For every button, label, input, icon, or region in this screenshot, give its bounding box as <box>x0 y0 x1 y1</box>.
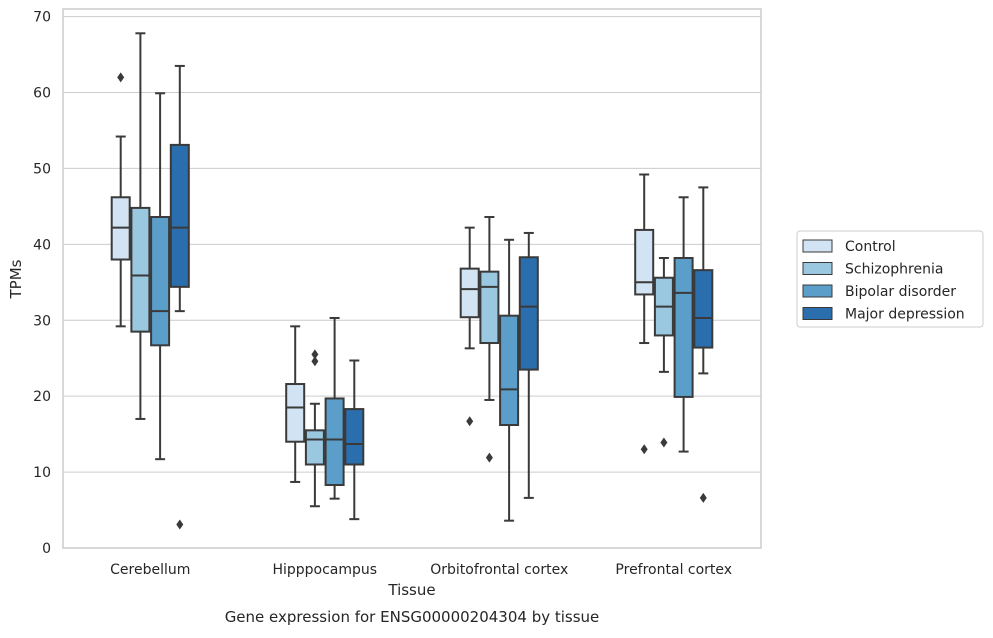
legend-label: Control <box>845 239 896 255</box>
iqr-box <box>344 408 365 466</box>
box-2-0 <box>459 226 480 427</box>
box-1-3 <box>344 359 365 521</box>
box-3-2 <box>673 196 694 453</box>
axis-labels: TPMs Tissue Gene expression for ENSG0000… <box>7 259 599 626</box>
box-plot-series <box>110 32 714 530</box>
axes: 0 10 20 30 40 50 60 70 Cerebellum Hipppocampus Orb… <box>33 8 762 578</box>
iqr-box <box>693 269 714 349</box>
x-tick-label: Cerebellum <box>110 562 190 578</box>
y-tick-label: 30 <box>33 313 51 329</box>
outlier-point <box>466 416 474 427</box>
legend-swatch <box>802 284 833 298</box>
y-tick-label: 40 <box>33 237 51 253</box>
y-tick-label: 60 <box>33 86 51 102</box>
outlier-point <box>699 492 707 503</box>
outlier-point <box>311 349 319 360</box>
legend-label: Bipolar disorder <box>845 284 956 300</box>
x-axis-title: Tissue <box>387 581 435 599</box>
y-tick-label: 50 <box>33 161 51 177</box>
legend-label: Schizophrenia <box>845 262 943 278</box>
box-3-0 <box>634 173 655 455</box>
outlier-point <box>117 72 125 83</box>
x-tick-label: Hipppocampus <box>272 562 377 578</box>
y-tick-label: 10 <box>33 465 51 481</box>
y-tick-label: 0 <box>42 541 51 557</box>
box-1-0 <box>285 325 306 483</box>
legend-swatch <box>802 307 833 320</box>
outlier-point <box>640 444 648 455</box>
box-3-1 <box>653 257 674 448</box>
box-0-2 <box>150 92 171 461</box>
outlier-point <box>311 356 319 367</box>
legend-swatch <box>802 239 833 253</box>
box-0-1 <box>130 32 151 420</box>
outlier-point <box>485 452 493 463</box>
box-0-0 <box>110 72 131 328</box>
outlier-point <box>660 437 668 448</box>
box-3-3 <box>693 186 714 503</box>
iqr-box <box>285 383 306 443</box>
iqr-box <box>459 267 480 319</box>
plot-frame <box>62 8 762 549</box>
outlier-point <box>176 519 184 530</box>
iqr-box <box>130 206 151 333</box>
box-2-1 <box>479 216 500 463</box>
box-2-3 <box>518 231 539 499</box>
y-axis-title: TPMs <box>7 259 25 299</box>
legend-swatch <box>802 262 833 275</box>
y-tick-label: 70 <box>33 10 51 26</box>
iqr-box <box>634 228 655 296</box>
legend: Control Schizophrenia Bipolar disorder Majo… <box>796 230 984 328</box>
legend-frame <box>796 230 984 328</box>
iqr-box <box>324 397 345 486</box>
x-tick-label: Prefrontal cortex <box>615 562 732 578</box>
iqr-box <box>150 216 171 347</box>
box-0-3 <box>169 64 190 530</box>
box-1-1 <box>304 349 325 508</box>
iqr-box <box>304 429 325 466</box>
iqr-box <box>169 143 190 288</box>
iqr-box <box>518 256 539 371</box>
iqr-box <box>499 314 520 427</box>
chart-caption: Gene expression for ENSG00000204304 by t… <box>225 608 600 626</box>
box-2-2 <box>499 238 520 522</box>
legend-label: Major depression <box>845 307 965 323</box>
x-tick-label: Orbitofrontal cortex <box>430 562 568 578</box>
box-1-2 <box>324 316 345 500</box>
iqr-box <box>673 257 694 398</box>
y-tick-label: 20 <box>33 389 51 405</box>
iqr-box <box>479 270 500 345</box>
